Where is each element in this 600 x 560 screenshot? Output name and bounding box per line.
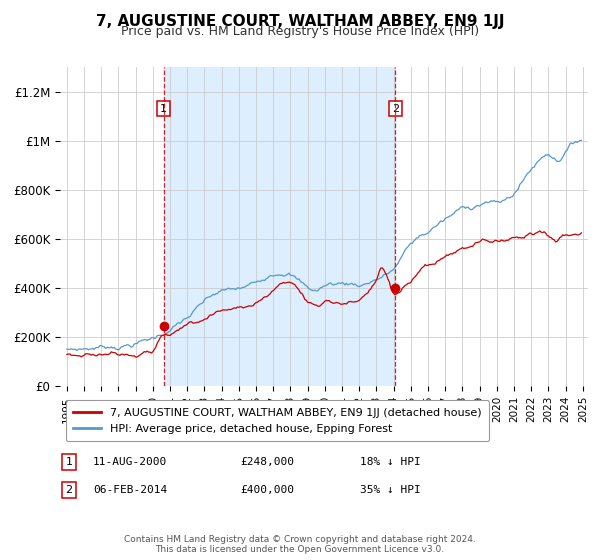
Bar [164, 67, 395, 386]
Text: 1: 1 [65, 457, 73, 467]
Text: 35% ↓ HPI: 35% ↓ HPI [360, 485, 421, 495]
Text: Contains HM Land Registry data © Crown copyright and database right 2024.
This d: Contains HM Land Registry data © Crown c… [124, 535, 476, 554]
Text: 18% ↓ HPI: 18% ↓ HPI [360, 457, 421, 467]
Text: Price paid vs. HM Land Registry's House Price Index (HPI): Price paid vs. HM Land Registry's House … [121, 25, 479, 38]
Text: 11-AUG-2000: 11-AUG-2000 [93, 457, 167, 467]
Text: 1: 1 [160, 104, 167, 114]
Text: 06-FEB-2014: 06-FEB-2014 [93, 485, 167, 495]
Text: 7, AUGUSTINE COURT, WALTHAM ABBEY, EN9 1JJ: 7, AUGUSTINE COURT, WALTHAM ABBEY, EN9 1… [96, 14, 504, 29]
Legend: 7, AUGUSTINE COURT, WALTHAM ABBEY, EN9 1JJ (detached house), HPI: Average price,: 7, AUGUSTINE COURT, WALTHAM ABBEY, EN9 1… [65, 400, 490, 441]
Text: £400,000: £400,000 [240, 485, 294, 495]
Text: 2: 2 [392, 104, 399, 114]
Text: £248,000: £248,000 [240, 457, 294, 467]
Text: 2: 2 [65, 485, 73, 495]
